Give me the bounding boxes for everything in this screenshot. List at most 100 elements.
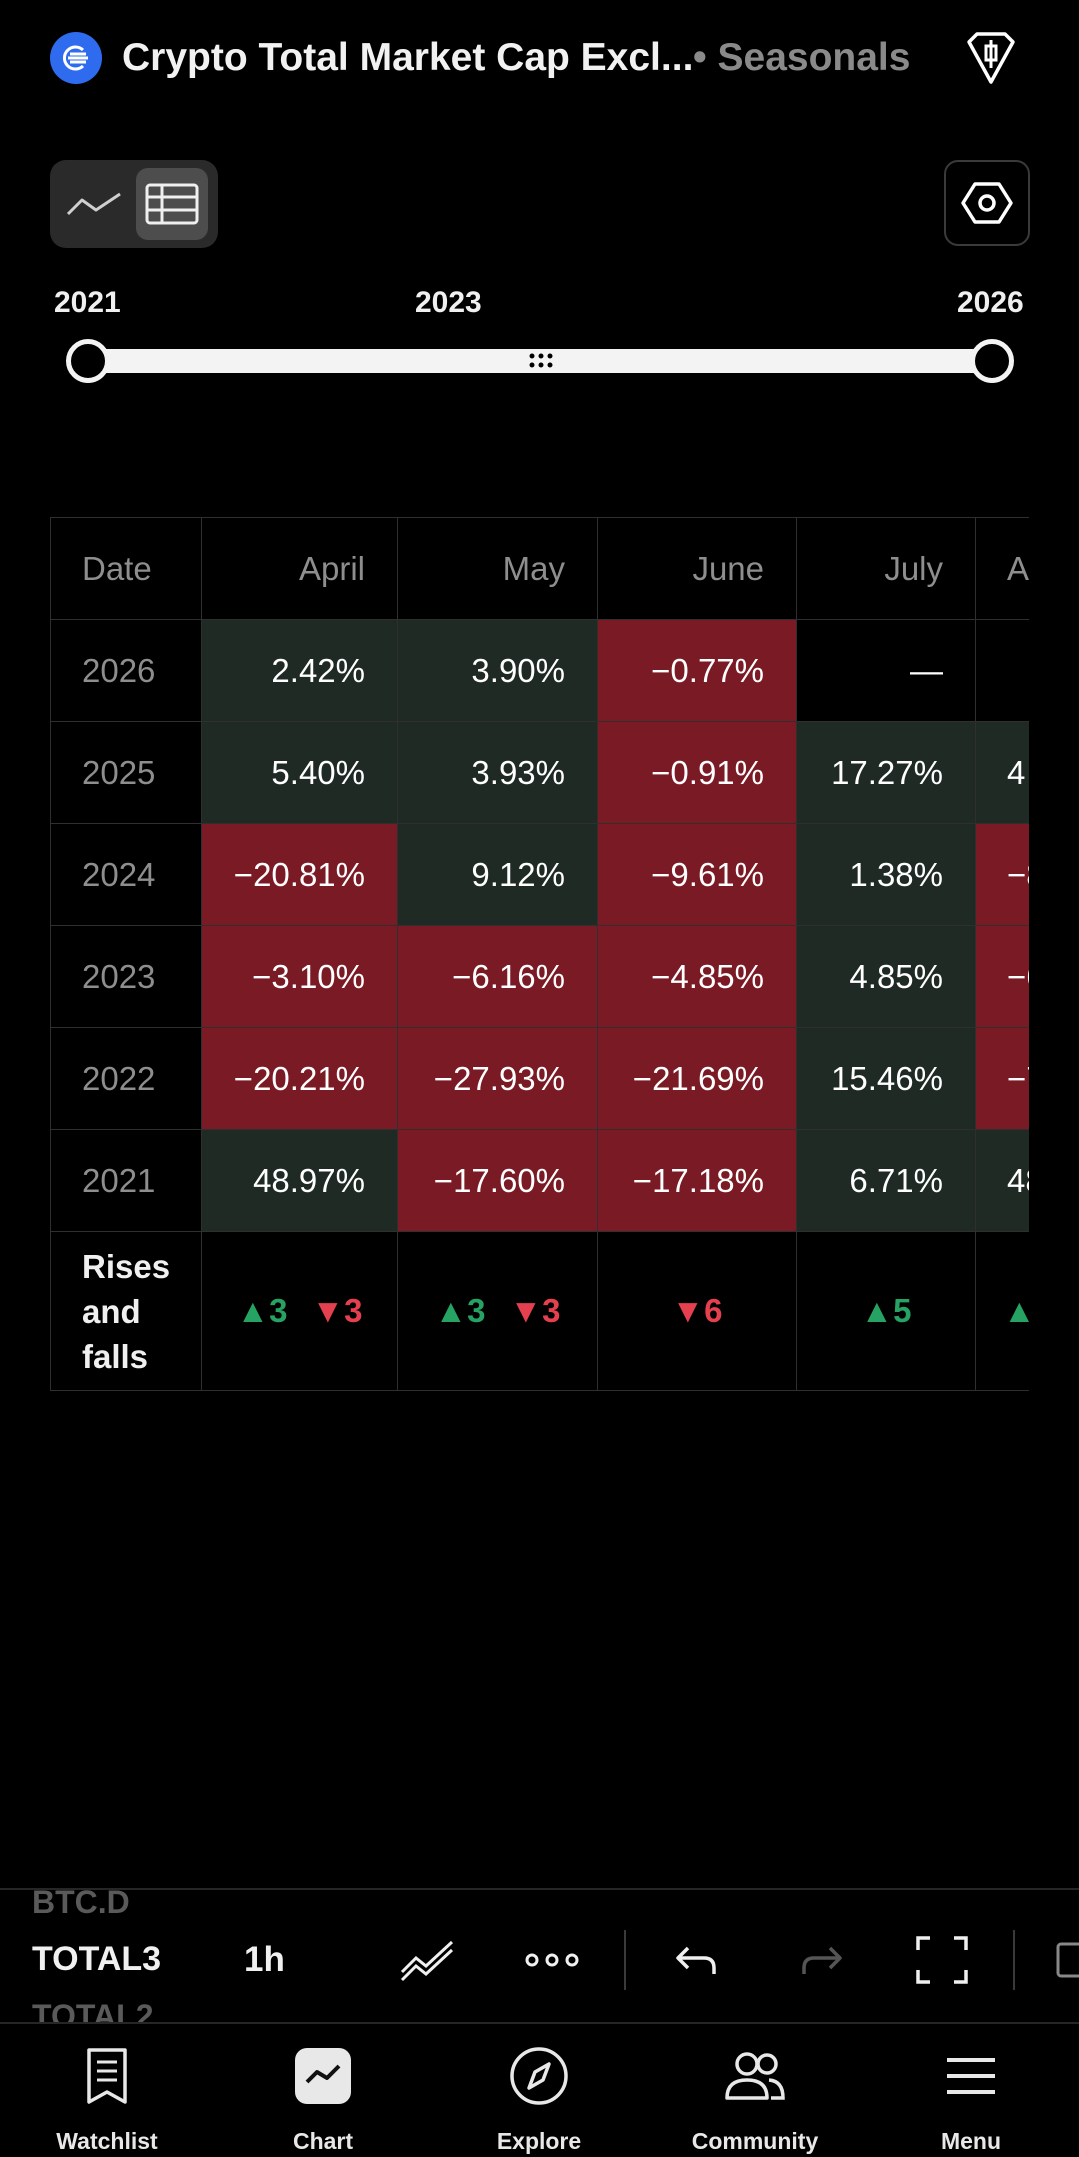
return-cell: 3.90%	[397, 619, 598, 722]
more-icon[interactable]	[522, 1932, 582, 1988]
watchlist-icon	[75, 2044, 139, 2108]
return-cell: 2.42%	[201, 619, 398, 722]
range-start-label: 2021	[54, 286, 121, 319]
undo-icon[interactable]	[668, 1932, 728, 1988]
rises-count: ▲	[1003, 1292, 1029, 1329]
return-cell: −0.77%	[597, 619, 797, 722]
symbol-selector[interactable]: TOTAL3	[32, 1940, 162, 1978]
crypto-logo-icon	[50, 32, 102, 84]
year-cell: 2021	[50, 1129, 202, 1232]
seasonals-table[interactable]: Date April May June July A 2026 2.42% 3.…	[50, 517, 1029, 1393]
return-cell: −8	[975, 823, 1029, 926]
month-header: May	[397, 517, 598, 620]
range-start-handle[interactable]	[66, 339, 110, 383]
nav-community[interactable]: Community	[655, 2024, 855, 2157]
return-cell: −6.16%	[397, 925, 598, 1028]
hexagon-settings-icon[interactable]	[944, 160, 1030, 246]
seasonals-subtitle: • Seasonals	[693, 36, 911, 79]
layout-icon[interactable]	[1054, 1932, 1079, 1988]
rises-count: ▲3	[434, 1292, 486, 1329]
return-cell: −7	[975, 1027, 1029, 1130]
return-cell: −6	[975, 925, 1029, 1028]
rises-count: ▲5	[860, 1292, 912, 1329]
symbol-prev[interactable]: BTC.D	[32, 1888, 130, 1920]
month-header: July	[796, 517, 976, 620]
rises-count: ▲3	[236, 1292, 288, 1329]
return-cell: 3.93%	[397, 721, 598, 824]
return-cell: 1.38%	[796, 823, 976, 926]
table-row: 2025 5.40% 3.93% −0.91% 17.27% 4	[50, 721, 1029, 824]
return-cell: −3.10%	[201, 925, 398, 1028]
table-row: 2026 2.42% 3.90% −0.77% —	[50, 619, 1029, 722]
toolbar-divider	[624, 1930, 626, 1990]
nav-chart[interactable]: Chart	[223, 2024, 423, 2157]
falls-count: ▼3	[311, 1292, 363, 1329]
chart-toolbar: BTC.D TOTAL3 TOTAL2 1h	[0, 1888, 1079, 2024]
redo-icon[interactable]	[790, 1932, 850, 1988]
return-cell: −0.91%	[597, 721, 797, 824]
nav-label: Menu	[940, 2128, 1002, 2154]
table-row: 2024 −20.81% 9.12% −9.61% 1.38% −8	[50, 823, 1029, 926]
nav-menu[interactable]: Menu	[871, 2024, 1071, 2157]
symbol-title[interactable]: Crypto Total Market Cap Excl...	[122, 36, 694, 79]
table-icon[interactable]	[136, 168, 208, 240]
range-mid-label: 2023	[415, 286, 482, 319]
return-cell: —	[796, 619, 976, 722]
return-cell: −17.60%	[397, 1129, 598, 1232]
return-cell: −27.93%	[397, 1027, 598, 1130]
month-header: A	[975, 517, 1029, 620]
return-cell: −9.61%	[597, 823, 797, 926]
return-cell: 6.71%	[796, 1129, 976, 1232]
line-chart-icon[interactable]	[62, 172, 126, 236]
rises-falls-row: Rises and falls ▲3 ▼3 ▲3 ▼3 ▼6 ▲5 ▲	[50, 1231, 1029, 1391]
falls-count: ▼3	[509, 1292, 561, 1329]
return-cell: 48	[975, 1129, 1029, 1232]
drag-grip-icon[interactable]	[526, 352, 556, 370]
rises-falls-cell: ▲5	[796, 1231, 976, 1391]
range-end-label: 2026	[957, 286, 1024, 319]
return-cell: −17.18%	[597, 1129, 797, 1232]
table-header-row: Date April May June July A	[50, 517, 1029, 620]
return-cell: 4	[975, 721, 1029, 824]
year-cell: 2022	[50, 1027, 202, 1130]
header: Crypto Total Market Cap Excl... • Season…	[0, 0, 1079, 115]
view-toggle	[50, 160, 218, 248]
alert-diamond-icon[interactable]	[955, 28, 1027, 88]
compass-icon	[507, 2044, 571, 2108]
table-row: 2022 −20.21% −27.93% −21.69% 15.46% −7	[50, 1027, 1029, 1130]
return-cell: −20.21%	[201, 1027, 398, 1130]
chart-icon	[291, 2044, 355, 2108]
toolbar-divider	[1013, 1930, 1015, 1990]
year-cell: 2023	[50, 925, 202, 1028]
year-cell: 2025	[50, 721, 202, 824]
menu-icon	[939, 2044, 1003, 2108]
return-cell	[975, 619, 1029, 722]
nav-explore[interactable]: Explore	[439, 2024, 639, 2157]
year-cell: 2024	[50, 823, 202, 926]
interval-selector[interactable]: 1h	[244, 1940, 285, 1979]
rises-falls-cell: ▼6	[597, 1231, 797, 1391]
return-cell: 4.85%	[796, 925, 976, 1028]
date-column-header: Date	[50, 517, 202, 620]
nav-watchlist[interactable]: Watchlist	[7, 2024, 207, 2157]
nav-label: Watchlist	[56, 2128, 158, 2154]
range-track[interactable]	[88, 349, 992, 373]
rises-falls-label: Rises and falls	[50, 1231, 202, 1391]
drawing-tools-icon[interactable]	[398, 1932, 458, 1988]
return-cell: 15.46%	[796, 1027, 976, 1130]
rises-falls-cell: ▲3 ▼3	[397, 1231, 598, 1391]
falls-count: ▼6	[671, 1292, 723, 1329]
symbol-next[interactable]: TOTAL2	[32, 1998, 154, 2024]
return-cell: 48.97%	[201, 1129, 398, 1232]
rises-falls-cell: ▲	[975, 1231, 1029, 1391]
nav-label: Community	[691, 2128, 819, 2154]
fullscreen-icon[interactable]	[912, 1932, 972, 1988]
range-end-handle[interactable]	[970, 339, 1014, 383]
community-icon	[723, 2044, 787, 2108]
month-header: June	[597, 517, 797, 620]
bottom-nav: Watchlist Chart Explore Co	[0, 2024, 1079, 2157]
nav-label: Explore	[496, 2128, 582, 2154]
return-cell: 5.40%	[201, 721, 398, 824]
table-row: 2023 −3.10% −6.16% −4.85% 4.85% −6	[50, 925, 1029, 1028]
return-cell: −21.69%	[597, 1027, 797, 1130]
